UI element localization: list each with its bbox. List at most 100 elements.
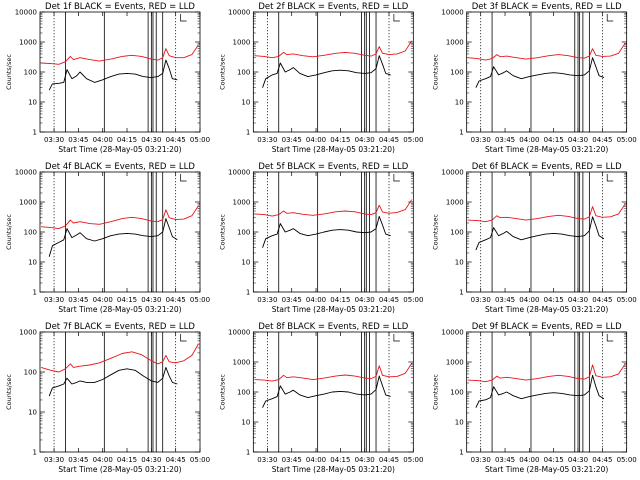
y-tick-label: 10000 — [228, 9, 250, 17]
lld-series-line — [40, 343, 199, 373]
x-axis-label: Start Time (28-May-05 03:21:20) — [58, 305, 181, 314]
y-tick-label: 1 — [246, 449, 250, 457]
x-tick-label: 03:45 — [495, 456, 515, 464]
x-tick-label: 04:30 — [568, 136, 588, 144]
plot-frame — [39, 331, 201, 453]
y-axis-label: Counts/sec — [5, 374, 13, 410]
x-axis-label: Start Time (28-May-05 03:21:20) — [58, 465, 181, 474]
y-tick-label: 10 — [28, 409, 37, 417]
x-tick-label: 04:30 — [568, 296, 588, 304]
events-series-line — [475, 216, 605, 251]
events-series-line — [475, 374, 605, 408]
x-tick-label: 04:15 — [544, 296, 564, 304]
chart-title: Det 3f BLACK = Events, RED = LLD — [472, 2, 622, 12]
lld-series-line — [41, 205, 199, 230]
y-tick-label: 10000 — [441, 329, 463, 337]
x-tick-label: 03:30 — [257, 296, 277, 304]
x-tick-label: 04:45 — [166, 456, 186, 464]
chart-title: Det 7f BLACK = Events, RED = LLD — [45, 322, 195, 332]
y-axis-label: Counts/sec — [5, 214, 13, 250]
y-tick-label: 100 — [450, 69, 463, 77]
x-tick-label: 04:00 — [93, 296, 113, 304]
x-tick-label: 03:45 — [68, 296, 88, 304]
y-tick-label: 100 — [24, 69, 37, 77]
x-axis-label: Start Time (28-May-05 03:21:20) — [485, 305, 608, 314]
y-tick-label: 1000 — [19, 39, 37, 47]
x-tick-label: 03:30 — [44, 296, 64, 304]
y-tick-label: 100 — [24, 369, 37, 377]
x-tick-label: 05:00 — [617, 296, 637, 304]
y-tick-label: 1 — [33, 449, 37, 457]
x-tick-label: 04:30 — [141, 136, 161, 144]
y-tick-label: 1000 — [233, 359, 251, 367]
x-tick-label: 03:30 — [471, 136, 491, 144]
x-tick-label: 03:30 — [44, 136, 64, 144]
chart-title: Det 9f BLACK = Events, RED = LLD — [472, 322, 622, 332]
y-axis-label: Counts/sec — [432, 214, 440, 250]
y-tick-label: 1 — [33, 289, 37, 297]
y-tick-label: 1000 — [233, 39, 251, 47]
x-tick-label: 04:15 — [117, 456, 137, 464]
x-tick-label: 04:45 — [592, 136, 612, 144]
x-tick-label: 04:00 — [306, 456, 326, 464]
y-axis-label: Counts/sec — [218, 374, 226, 410]
bracket-marker — [393, 14, 400, 22]
y-tick-label: 10 — [28, 99, 37, 107]
chart-panel: Det 2f BLACK = Events, RED = LLD Counts/s… — [218, 2, 423, 154]
x-tick-label: 03:45 — [68, 456, 88, 464]
chart-title: Det 1f BLACK = Events, RED = LLD — [45, 2, 195, 12]
x-tick-label: 03:30 — [471, 296, 491, 304]
x-tick-label: 04:45 — [379, 456, 399, 464]
x-tick-label: 04:30 — [141, 456, 161, 464]
x-tick-label: 03:45 — [282, 296, 302, 304]
events-series-line — [48, 366, 178, 397]
x-tick-label: 03:30 — [257, 456, 277, 464]
y-tick-label: 10 — [455, 419, 464, 427]
events-series-line — [48, 218, 178, 257]
x-tick-label: 04:45 — [166, 136, 186, 144]
bracket-marker — [606, 14, 614, 22]
x-tick-label: 04:00 — [519, 136, 539, 144]
x-tick-label: 05:00 — [190, 296, 210, 304]
x-tick-label: 05:00 — [617, 136, 637, 144]
x-tick-label: 04:00 — [306, 136, 326, 144]
bracket-marker — [180, 14, 187, 22]
x-tick-label: 05:00 — [403, 456, 423, 464]
y-tick-label: 10000 — [441, 9, 463, 17]
x-tick-label: 04:00 — [306, 296, 326, 304]
chart-panel: Det 8f BLACK = Events, RED = LLD Counts/s… — [218, 322, 423, 474]
x-tick-label: 05:00 — [190, 136, 210, 144]
y-tick-label: 1000 — [446, 39, 464, 47]
bracket-marker — [180, 174, 187, 182]
y-tick-label: 1000 — [446, 199, 464, 207]
chart-panel: Det 3f BLACK = Events, RED = LLD Counts/s… — [432, 2, 637, 154]
y-tick-label: 100 — [450, 229, 463, 237]
x-tick-label: 04:00 — [519, 296, 539, 304]
y-tick-label: 10000 — [441, 169, 463, 177]
y-tick-label: 10 — [241, 99, 250, 107]
y-tick-label: 1000 — [446, 359, 464, 367]
y-tick-label: 10 — [455, 99, 464, 107]
y-tick-label: 10000 — [15, 169, 37, 177]
x-tick-label: 04:30 — [568, 456, 588, 464]
bracket-marker — [180, 334, 187, 342]
y-tick-label: 10000 — [228, 169, 250, 177]
chart-title: Det 6f BLACK = Events, RED = LLD — [472, 162, 622, 172]
bracket-marker — [393, 174, 400, 182]
chart-title: Det 2f BLACK = Events, RED = LLD — [258, 2, 408, 12]
x-axis-label: Start Time (28-May-05 03:21:20) — [272, 305, 395, 314]
x-axis-label: Start Time (28-May-05 03:21:20) — [485, 465, 608, 474]
x-tick-label: 04:15 — [330, 136, 350, 144]
x-tick-label: 03:45 — [495, 136, 515, 144]
y-tick-label: 10 — [28, 259, 37, 267]
x-tick-label: 03:45 — [495, 296, 515, 304]
bracket-marker — [606, 334, 614, 342]
lld-series-line — [467, 203, 626, 223]
chart-panel: Det 7f BLACK = Events, RED = LLD Counts/s… — [5, 322, 210, 474]
chart-panel: Det 1f BLACK = Events, RED = LLD Counts/s… — [5, 2, 210, 154]
y-tick-label: 1 — [459, 129, 463, 137]
y-tick-label: 100 — [450, 389, 463, 397]
y-tick-label: 100 — [237, 229, 250, 237]
chart-panel: Det 5f BLACK = Events, RED = LLD Counts/s… — [218, 162, 423, 314]
